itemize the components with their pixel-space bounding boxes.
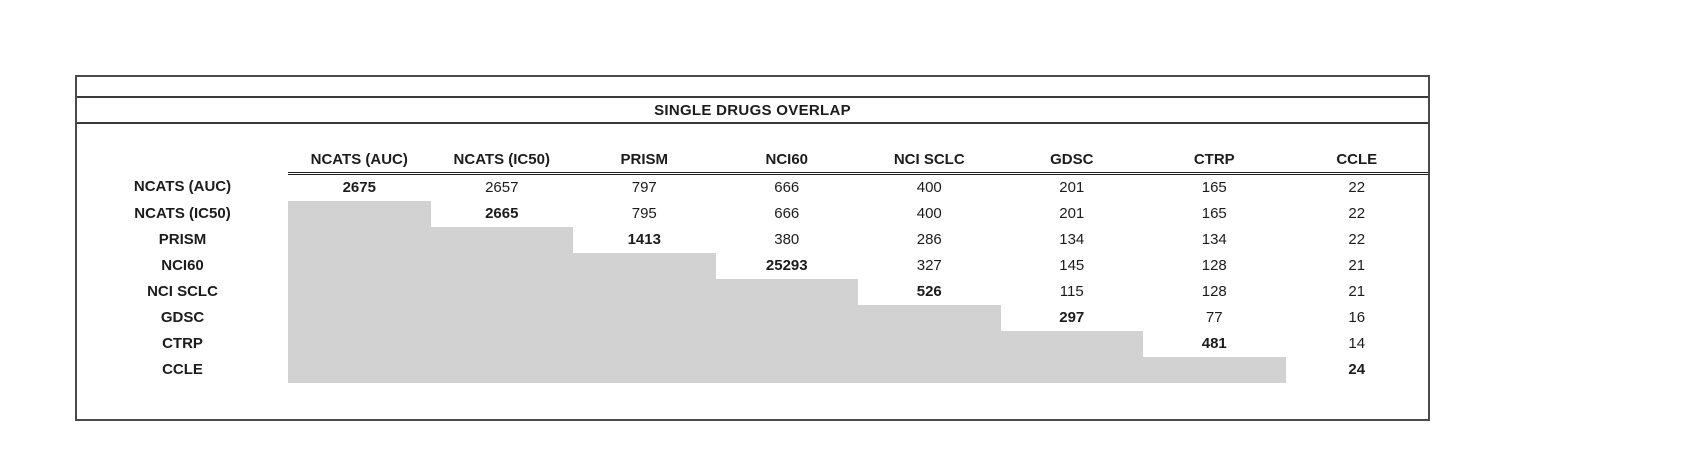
matrix-cell: 2675	[342, 178, 376, 196]
matrix-cell: 115	[1059, 282, 1084, 300]
table-row: PRISM 1413 380 286 134 134 22	[77, 226, 1428, 253]
matrix-cell: 297	[1059, 308, 1085, 326]
table-row: CTRP 481 14	[77, 330, 1428, 357]
column-header: NCI60	[715, 124, 858, 175]
table-row: NCATS (AUC) 2675 2657 797 666 400 201 16…	[77, 173, 1428, 201]
lower-triangle-cell	[858, 330, 1001, 357]
column-header: GDSC	[1000, 124, 1143, 175]
column-header: NCI SCLC	[858, 124, 1001, 175]
matrix-cell: 134	[1201, 230, 1227, 248]
lower-triangle-cell	[288, 252, 431, 279]
lower-triangle-cell	[573, 356, 716, 383]
table-row: GDSC 297 77 16	[77, 304, 1428, 331]
row-label: CTRP	[162, 335, 203, 352]
lower-triangle-cell	[1000, 330, 1143, 357]
matrix-cell: 327	[916, 256, 942, 274]
table-row: CCLE 24	[77, 356, 1428, 383]
matrix-cell: 165	[1201, 204, 1227, 222]
lower-triangle-cell	[288, 226, 431, 253]
lower-triangle-cell	[858, 304, 1001, 331]
lower-triangle-cell	[430, 356, 573, 383]
lower-triangle-cell	[715, 356, 858, 383]
lower-triangle-cell	[288, 356, 431, 383]
matrix-cell: 400	[916, 178, 942, 196]
matrix-cell: 666	[774, 178, 800, 196]
matrix-cell: 77	[1205, 308, 1223, 326]
matrix-cell: 400	[916, 204, 942, 222]
lower-triangle-cell	[1143, 356, 1286, 383]
column-header: NCATS (AUC)	[288, 124, 431, 175]
lower-triangle-cell	[858, 356, 1001, 383]
matrix-cell: 25293	[765, 256, 808, 274]
matrix-cell: 22	[1348, 204, 1366, 222]
lower-triangle-cell	[1000, 356, 1143, 383]
lower-triangle-cell	[430, 304, 573, 331]
matrix-cell: 21	[1348, 282, 1366, 300]
matrix-cell: 128	[1201, 256, 1227, 274]
lower-triangle-cell	[430, 330, 573, 357]
matrix-cell: 16	[1348, 308, 1366, 326]
row-label: CCLE	[162, 361, 203, 378]
lower-triangle-cell	[573, 330, 716, 357]
matrix-cell: 1413	[627, 230, 661, 248]
column-header: NCATS (IC50)	[430, 124, 573, 175]
row-label: GDSC	[160, 309, 205, 326]
matrix-cell: 165	[1201, 178, 1227, 196]
matrix-cell: 795	[631, 204, 657, 222]
lower-triangle-cell	[573, 278, 716, 305]
lower-triangle-cell	[715, 330, 858, 357]
row-label: NCI SCLC	[147, 283, 218, 300]
lower-triangle-cell	[573, 304, 716, 331]
matrix-cell: 14	[1348, 334, 1366, 352]
lower-triangle-cell	[430, 226, 573, 253]
lower-triangle-cell	[430, 252, 573, 279]
lower-triangle-cell	[715, 278, 858, 305]
table-row: NCI60 25293 327 145 128 21	[77, 252, 1428, 279]
empty-top-band	[77, 77, 1428, 98]
matrix-cell: 380	[774, 230, 800, 248]
matrix-cell: 24	[1348, 360, 1366, 378]
matrix-cell: 286	[916, 230, 942, 248]
matrix-cell: 481	[1201, 334, 1227, 352]
matrix-cell: 128	[1201, 282, 1227, 300]
matrix-cell: 22	[1348, 230, 1366, 248]
matrix-cell: 134	[1059, 230, 1085, 248]
lower-triangle-cell	[430, 278, 573, 305]
row-label: NCATS (AUC)	[133, 178, 232, 196]
lower-triangle-cell	[288, 200, 431, 227]
matrix-cell: 2665	[485, 204, 519, 222]
matrix-cell: 526	[916, 282, 942, 300]
row-label: NCI60	[161, 257, 204, 274]
overlap-table-box: SINGLE DRUGS OVERLAP NCATS (AUC) NCATS (…	[75, 75, 1430, 421]
matrix-cell: 145	[1059, 256, 1085, 274]
matrix-cell: 21	[1348, 256, 1366, 274]
matrix-cell: 201	[1059, 178, 1085, 196]
matrix-cell: 2657	[485, 178, 519, 196]
row-label: NCATS (IC50)	[134, 205, 231, 222]
matrix-cell: 666	[774, 204, 800, 222]
lower-triangle-cell	[288, 304, 431, 331]
matrix-cell: 201	[1059, 204, 1085, 222]
matrix-cell: 797	[631, 178, 657, 196]
lower-triangle-cell	[573, 252, 716, 279]
lower-triangle-cell	[288, 330, 431, 357]
row-label: PRISM	[158, 231, 207, 248]
column-header: CCLE	[1285, 124, 1428, 175]
column-header-row: NCATS (AUC) NCATS (IC50) PRISM NCI60 NCI…	[77, 124, 1428, 175]
overlap-matrix-table: NCATS (AUC) NCATS (IC50) PRISM NCI60 NCI…	[77, 124, 1428, 383]
column-header: CTRP	[1143, 124, 1286, 175]
matrix-cell: 22	[1348, 178, 1366, 196]
lower-triangle-cell	[288, 278, 431, 305]
table-row: NCATS (IC50) 2665 795 666 400 201 165 22	[77, 200, 1428, 227]
column-header: PRISM	[573, 124, 716, 175]
table-row: NCI SCLC 526 115 128 21	[77, 278, 1428, 305]
corner-cell	[77, 124, 288, 173]
lower-triangle-cell	[715, 304, 858, 331]
table-title: SINGLE DRUGS OVERLAP	[77, 98, 1428, 124]
